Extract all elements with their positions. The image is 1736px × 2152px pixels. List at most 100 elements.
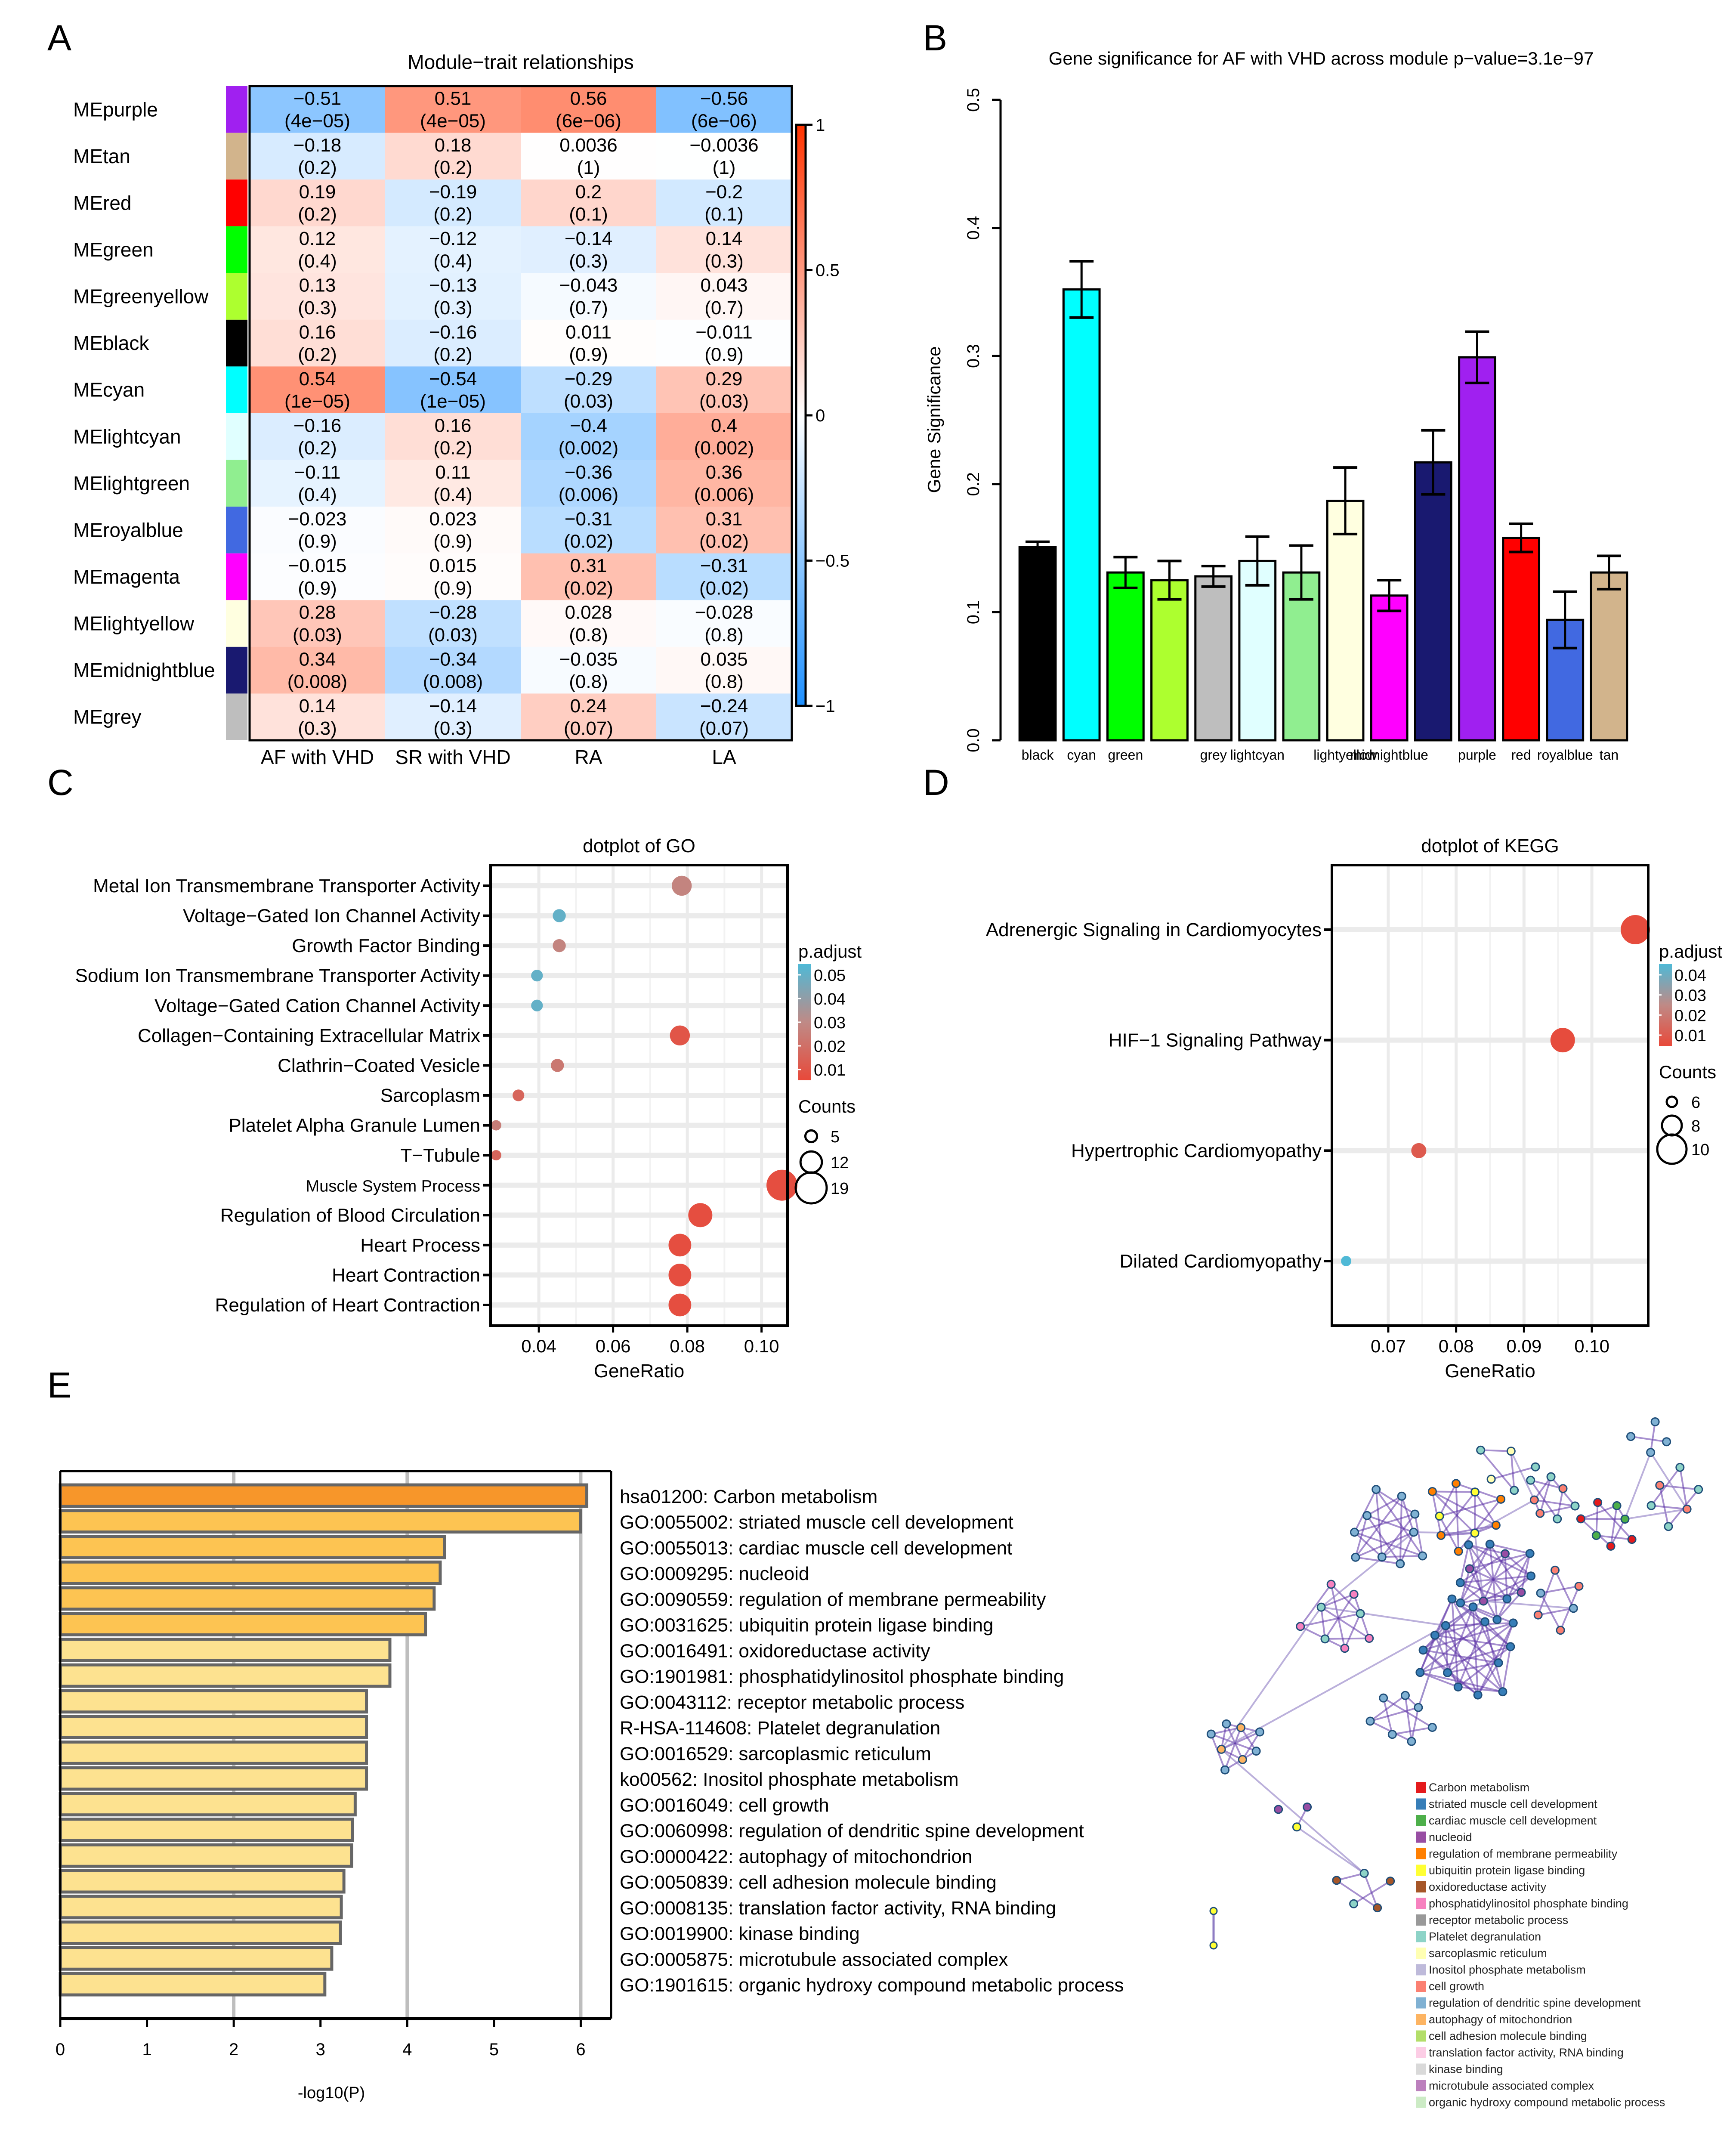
heatmap-cell-r: 0.023: [429, 509, 476, 530]
heatmap-cell-p: (0.7): [569, 297, 608, 318]
colorbar-tick-label: −0.5: [815, 552, 849, 571]
heatmap-cell: [385, 460, 521, 507]
network-node: [1591, 1531, 1601, 1540]
network-edge: [1650, 1452, 1688, 1510]
heatmap-cell: [656, 413, 792, 461]
module-color-swatch: [226, 366, 247, 413]
network-edge: [1451, 1599, 1459, 1687]
heatmap-cell-r: 0.54: [299, 368, 336, 390]
network-node: [1447, 1594, 1457, 1604]
network-node: [1627, 1535, 1637, 1544]
dot-9: [491, 1150, 501, 1161]
bar-grey: [1194, 575, 1233, 742]
network-legend-swatch: [1416, 1881, 1426, 1892]
network-edge: [1381, 1513, 1416, 1558]
heatmap-cell-p: (6e−06): [691, 111, 757, 132]
network-legend-swatch: [1416, 1782, 1426, 1793]
heatmap-cell-p: (4e−05): [284, 111, 350, 132]
network-legend-swatch: [1416, 2014, 1426, 2025]
heatmap-cell-r: 0.51: [435, 88, 472, 109]
network-node: [1407, 1737, 1416, 1746]
network-edge: [1300, 1583, 1332, 1627]
network-node: [1332, 1876, 1341, 1885]
legend-size-title: Counts: [1659, 1062, 1716, 1082]
enrichment-term-label: GO:0060998: regulation of dendritic spin…: [620, 1821, 1084, 1842]
heatmap-cell-p: (0.4): [433, 250, 472, 272]
heatmap-cell-p: (0.006): [559, 484, 618, 505]
network-node: [1574, 1581, 1584, 1591]
heatmap-cell: [656, 133, 792, 180]
bar-lightcyan: [1238, 560, 1277, 742]
dot-10: [766, 1169, 798, 1201]
heatmap-cell-r: 0.028: [565, 602, 612, 623]
heatmap-cell-p: (0.8): [704, 625, 743, 646]
network-node: [1397, 1491, 1406, 1501]
network-node: [1386, 1877, 1395, 1886]
term-label: Sodium Ion Transmembrane Transporter Act…: [75, 965, 480, 986]
heatmap-cell: [521, 179, 657, 227]
dot-2: [1411, 1143, 1427, 1158]
gene-significance-bar-chart: Gene significance for AF with VHD across…: [924, 48, 1628, 763]
network-edge: [1375, 1489, 1424, 1557]
heatmap-cell-p: (0.1): [704, 204, 743, 225]
network-node: [1551, 1565, 1560, 1575]
network-legend-swatch: [1416, 1798, 1426, 1810]
network-node: [1415, 1668, 1425, 1677]
x-axis-label: -log10(P): [298, 2084, 365, 2102]
network-node: [1500, 1549, 1510, 1558]
network-legend-label: kinase binding: [1429, 2063, 1503, 2076]
term-label: Metal Ion Transmembrane Transporter Acti…: [93, 875, 480, 897]
heatmap-cell-r: 0.0036: [559, 135, 618, 156]
enrichment-term-label: GO:0031625: ubiquitin protein ligase bin…: [620, 1615, 993, 1636]
heatmap-cell-p: (0.8): [704, 671, 743, 692]
legend-color-tick: 0.01: [814, 1061, 846, 1079]
network-legend-label: phosphatidylinositol phosphate binding: [1429, 1897, 1628, 1910]
term-label: Voltage−Gated Cation Channel Activity: [154, 995, 480, 1016]
heatmap-cell: [385, 133, 521, 180]
legend-size-tick: 6: [1691, 1094, 1700, 1112]
heatmap-cell: [656, 693, 792, 741]
enrichment-term-label: R-HSA-114608: Platelet degranulation: [620, 1718, 940, 1739]
network-node: [1531, 1462, 1540, 1472]
term-label: Sarcoplasm: [380, 1085, 480, 1106]
x-tick-label: 2: [229, 2040, 238, 2059]
heatmap-cell-r: 0.011: [565, 322, 612, 343]
module-color-swatch: [226, 507, 247, 553]
heatmap-cell-p: (0.9): [569, 344, 608, 365]
network-node: [1468, 1602, 1478, 1612]
network-legend-label: autophagy of mitochondrion: [1429, 2013, 1572, 2026]
heatmap-cell: [521, 460, 657, 507]
network-legend-label: organic hydroxy compound metabolic proce…: [1429, 2096, 1665, 2109]
network-edge: [1240, 1727, 1257, 1752]
dot-3: [531, 970, 543, 982]
network-edge: [1459, 1568, 1470, 1603]
heatmap-cell-r: 0.14: [706, 228, 743, 249]
network-legend-label: regulation of membrane permeability: [1429, 1847, 1618, 1860]
heatmap-cell: [521, 646, 657, 694]
heatmap-cell-p: (0.7): [704, 297, 743, 318]
network-node: [1464, 1540, 1473, 1549]
heatmap-cell-p: (0.1): [569, 204, 608, 225]
network-node: [1349, 1589, 1359, 1599]
term-label: T−Tubule: [401, 1145, 480, 1166]
heatmap-cell: [385, 179, 521, 227]
heatmap-cell-p: (0.03): [564, 391, 613, 412]
dot-7: [513, 1089, 525, 1101]
network-edge: [1419, 1621, 1486, 1673]
enrichment-bar: [59, 1612, 427, 1636]
module-color-swatch: [226, 179, 247, 226]
legend-size-title: Counts: [798, 1096, 856, 1116]
network-edge: [1355, 1496, 1402, 1558]
network-edge: [1469, 1543, 1491, 1570]
heatmap-cell-p: (0.8): [569, 625, 608, 646]
enrichment-term-label: GO:0043112: receptor metabolic process: [620, 1692, 964, 1713]
legend-size-circle: [804, 1129, 819, 1144]
network-legend-swatch: [1416, 2047, 1426, 2058]
heatmap-cell-p: (0.2): [298, 344, 337, 365]
heatmap-cell-p: (0.9): [704, 344, 743, 365]
heatmap-cell-p: (0.02): [699, 578, 749, 599]
network-edge: [1580, 1505, 1617, 1520]
heatmap-cell-p: (0.2): [433, 204, 472, 225]
plot-border: [489, 864, 789, 1327]
legend-size-tick: 5: [831, 1128, 840, 1146]
